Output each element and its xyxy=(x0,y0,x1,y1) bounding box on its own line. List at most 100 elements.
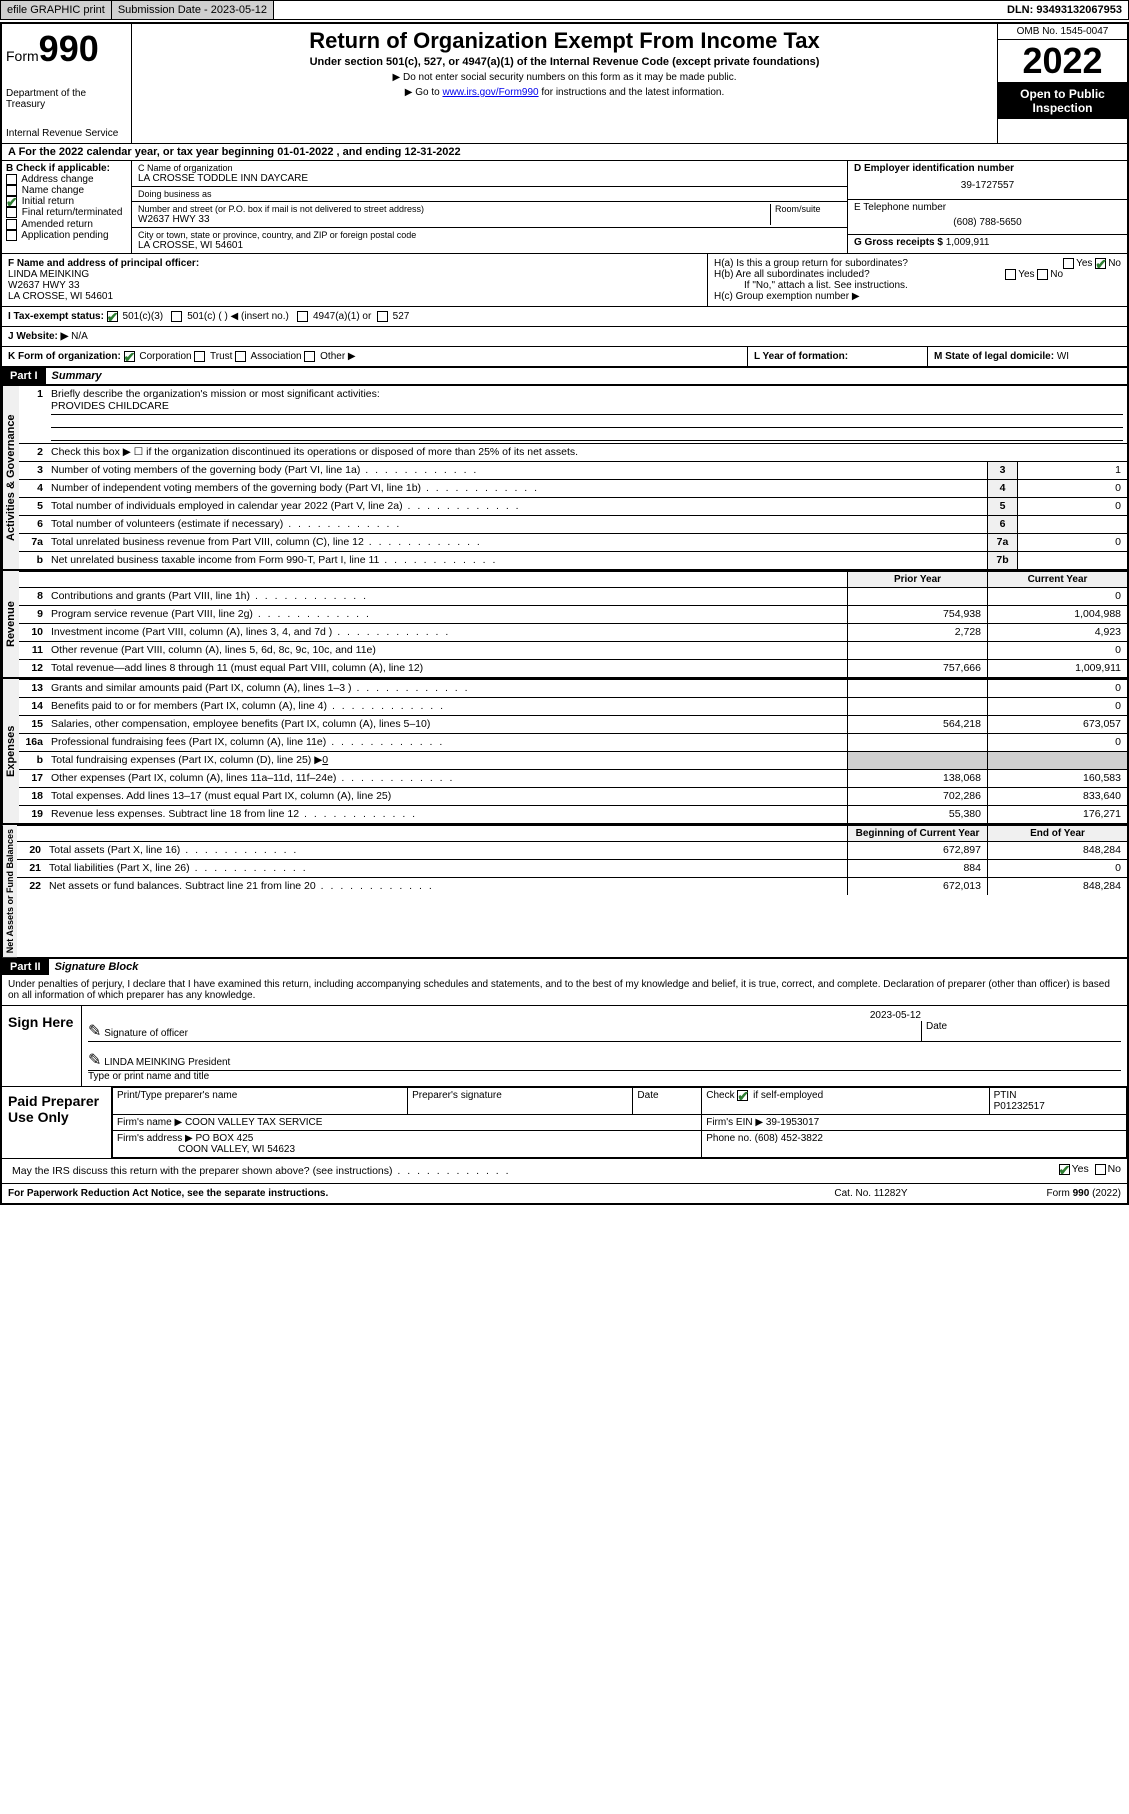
l14-curr: 0 xyxy=(987,698,1127,715)
check-527[interactable] xyxy=(377,311,388,322)
check-4947[interactable] xyxy=(297,311,308,322)
form-title: Return of Organization Exempt From Incom… xyxy=(140,28,989,54)
l18-curr: 833,640 xyxy=(987,788,1127,805)
l17-text: Other expenses (Part IX, column (A), lin… xyxy=(47,770,847,787)
rev-side-label: Revenue xyxy=(2,571,19,677)
form-footer: For Paperwork Reduction Act Notice, see … xyxy=(2,1183,1127,1203)
opt-4947: 4947(a)(1) or xyxy=(313,311,371,322)
l22-prior: 672,013 xyxy=(847,878,987,895)
check-initial-return[interactable] xyxy=(6,196,17,207)
l10-prior: 2,728 xyxy=(847,624,987,641)
cat-no: Cat. No. 11282Y xyxy=(771,1188,971,1199)
check-self-employed[interactable] xyxy=(737,1090,748,1101)
rev-section: Revenue Prior YearCurrent Year 8Contribu… xyxy=(2,569,1127,677)
phone-label: E Telephone number xyxy=(854,202,946,213)
firm-name-value: COON VALLEY TAX SERVICE xyxy=(185,1117,322,1128)
domicile-val: WI xyxy=(1057,351,1069,362)
part1-header-row: Part I Summary xyxy=(2,366,1127,384)
opt-501c3: 501(c)(3) xyxy=(123,311,164,322)
l4-val: 0 xyxy=(1017,480,1127,497)
check-amended[interactable] xyxy=(6,219,17,230)
opt-assoc: Association xyxy=(250,351,301,362)
efile-print-button[interactable]: efile GRAPHIC print xyxy=(1,1,112,19)
check-final-return[interactable] xyxy=(6,207,17,218)
check-corp[interactable] xyxy=(124,351,135,362)
sig-date-value: 2023-05-12 xyxy=(88,1010,1121,1021)
check-501c3[interactable] xyxy=(107,311,118,322)
l5-text: Total number of individuals employed in … xyxy=(47,498,987,515)
l11-curr: 0 xyxy=(987,642,1127,659)
l12-prior: 757,666 xyxy=(847,660,987,677)
sign-here-label: Sign Here xyxy=(2,1006,82,1086)
l15-prior: 564,218 xyxy=(847,716,987,733)
col-end: End of Year xyxy=(987,826,1127,841)
domicile-label: M State of legal domicile: xyxy=(934,351,1054,362)
l1-label: Briefly describe the organization's miss… xyxy=(51,388,380,400)
check-assoc[interactable] xyxy=(235,351,246,362)
tax-exempt-label: I Tax-exempt status: xyxy=(8,311,104,322)
street-label: Number and street (or P.O. box if mail i… xyxy=(138,204,766,214)
hb-yes[interactable] xyxy=(1005,269,1016,280)
goto-note: ▶ Go to www.irs.gov/Form990 for instruct… xyxy=(140,87,989,98)
gov-section: Activities & Governance 1Briefly describ… xyxy=(2,384,1127,569)
check-trust[interactable] xyxy=(194,351,205,362)
l19-curr: 176,271 xyxy=(987,806,1127,823)
l2-text: Check this box ▶ ☐ if the organization d… xyxy=(47,444,1127,461)
discuss-no[interactable] xyxy=(1095,1164,1106,1175)
l6-val xyxy=(1017,516,1127,533)
firm-addr-cell: Firm's address ▶ PO BOX 425 COON VALLEY,… xyxy=(113,1131,702,1158)
opt-corp: Corporation xyxy=(139,351,191,362)
dln-label: DLN: 93493132067953 xyxy=(1001,1,1128,19)
l16a-curr: 0 xyxy=(987,734,1127,751)
irs-link[interactable]: www.irs.gov/Form990 xyxy=(442,87,538,98)
org-name-label: C Name of organization xyxy=(138,163,841,173)
box-i-row: I Tax-exempt status: 501(c)(3) 501(c) ( … xyxy=(2,306,1127,326)
l13-prior xyxy=(847,680,987,697)
l22-curr: 848,284 xyxy=(987,878,1127,895)
hb-note: If "No," attach a list. See instructions… xyxy=(714,280,1121,291)
ha-yes[interactable] xyxy=(1063,258,1074,269)
l17-prior: 138,068 xyxy=(847,770,987,787)
open-public-badge: Open to Public Inspection xyxy=(998,83,1127,119)
exp-section: Expenses 13Grants and similar amounts pa… xyxy=(2,677,1127,823)
form-frame: Form990 Department of the Treasury Inter… xyxy=(0,22,1129,1205)
net-section: Net Assets or Fund Balances Beginning of… xyxy=(2,823,1127,957)
l12-text: Total revenue—add lines 8 through 11 (mu… xyxy=(47,660,847,677)
officer-label: F Name and address of principal officer: xyxy=(8,258,199,269)
l9-curr: 1,004,988 xyxy=(987,606,1127,623)
opt-other: Other ▶ xyxy=(320,351,355,362)
l16b-val: 0 xyxy=(322,754,328,766)
l21-prior: 884 xyxy=(847,860,987,877)
box-b: B Check if applicable: Address change Na… xyxy=(2,161,132,253)
check-address-change[interactable] xyxy=(6,174,17,185)
hb-yes-lbl: Yes xyxy=(1018,269,1034,280)
l7a-text: Total unrelated business revenue from Pa… xyxy=(47,534,987,551)
l19-text: Revenue less expenses. Subtract line 18 … xyxy=(47,806,847,823)
l12-curr: 1,009,911 xyxy=(987,660,1127,677)
hb-no[interactable] xyxy=(1037,269,1048,280)
klm-row: K Form of organization: Corporation Trus… xyxy=(2,346,1127,366)
check-app-pending[interactable] xyxy=(6,230,17,241)
firm-phone-value: (608) 452-3822 xyxy=(755,1133,823,1144)
box-b-header: B Check if applicable: xyxy=(6,163,110,174)
paid-preparer-row: Paid Preparer Use Only Print/Type prepar… xyxy=(2,1086,1127,1158)
firm-addr1: PO BOX 425 xyxy=(196,1133,254,1144)
col-curr: Current Year xyxy=(987,572,1127,587)
dept-treasury: Department of the Treasury xyxy=(6,88,127,110)
room-label: Room/suite xyxy=(775,204,841,214)
firm-addr2: COON VALLEY, WI 54623 xyxy=(178,1144,295,1155)
l8-curr: 0 xyxy=(987,588,1127,605)
discuss-yes[interactable] xyxy=(1059,1164,1070,1175)
ein-label: D Employer identification number xyxy=(854,163,1014,174)
check-501c[interactable] xyxy=(171,311,182,322)
l13-curr: 0 xyxy=(987,680,1127,697)
gov-side-label: Activities & Governance xyxy=(2,386,19,569)
firm-ein-value: 39-1953017 xyxy=(766,1117,819,1128)
form-subtitle: Under section 501(c), 527, or 4947(a)(1)… xyxy=(140,56,989,68)
l21-curr: 0 xyxy=(987,860,1127,877)
sig-date-label: Date xyxy=(921,1021,1121,1041)
ha-no[interactable] xyxy=(1095,258,1106,269)
street-value: W2637 HWY 33 xyxy=(138,214,766,225)
check-other[interactable] xyxy=(304,351,315,362)
part1-title: Summary xyxy=(46,370,102,382)
